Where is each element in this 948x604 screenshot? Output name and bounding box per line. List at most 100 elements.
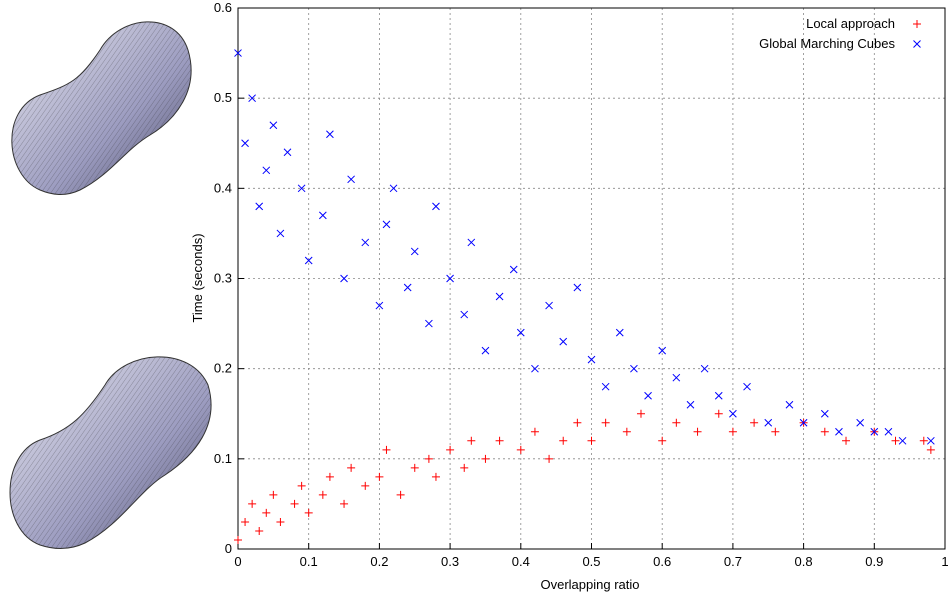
- scatter-point: [927, 446, 935, 454]
- scatter-point: [546, 302, 553, 309]
- scatter-point: [348, 176, 355, 183]
- scatter-point: [432, 203, 439, 210]
- x-tick-label: 0.3: [441, 554, 459, 569]
- scatter-point: [672, 419, 680, 427]
- scatter-point: [383, 221, 390, 228]
- scatter-point: [341, 275, 348, 282]
- legend-marker: [914, 41, 921, 48]
- x-tick-label: 0.1: [300, 554, 318, 569]
- scatter-point: [361, 482, 369, 490]
- scatter-point: [673, 374, 680, 381]
- scatter-point: [397, 491, 405, 499]
- scatter-point: [425, 455, 433, 463]
- scatter-point: [425, 320, 432, 327]
- x-tick-label: 0.2: [370, 554, 388, 569]
- scatter-point: [256, 203, 263, 210]
- scatter-point: [276, 518, 284, 526]
- scatter-point: [319, 491, 327, 499]
- scatter-point: [658, 437, 666, 445]
- legend-label: Local approach: [806, 16, 895, 31]
- scatter-point: [269, 491, 277, 499]
- scatter-point: [771, 428, 779, 436]
- x-tick-label: 0.9: [865, 554, 883, 569]
- scatter-point: [637, 410, 645, 418]
- scatter-point: [701, 365, 708, 372]
- scatter-point: [362, 239, 369, 246]
- scatter-point: [446, 446, 454, 454]
- scatter-point: [447, 275, 454, 282]
- scatter-point: [835, 428, 842, 435]
- scatter-point: [382, 446, 390, 454]
- x-tick-label: 0: [234, 554, 241, 569]
- scatter-point: [885, 428, 892, 435]
- scatter-point: [305, 509, 313, 517]
- scatter-point: [559, 437, 567, 445]
- scatter-point: [411, 464, 419, 472]
- scatter-point: [531, 365, 538, 372]
- scatter-point: [892, 437, 900, 445]
- scatter-point: [786, 401, 793, 408]
- x-axis-label: Overlapping ratio: [541, 577, 640, 592]
- scatter-point: [510, 266, 517, 273]
- scatter-point: [291, 500, 299, 508]
- scatter-point: [496, 437, 504, 445]
- scatter-point: [630, 365, 637, 372]
- scatter-point: [750, 419, 758, 427]
- scatter-point: [482, 347, 489, 354]
- x-tick-label: 0.6: [653, 554, 671, 569]
- y-tick-label: 0.1: [214, 451, 232, 466]
- y-tick-label: 0.2: [214, 361, 232, 376]
- scatter-point: [270, 122, 277, 129]
- scatter-point: [284, 149, 291, 156]
- legend-label: Global Marching Cubes: [759, 36, 895, 51]
- scatter-point: [821, 410, 828, 417]
- scatter-point: [263, 167, 270, 174]
- scatter-point: [375, 473, 383, 481]
- y-tick-label: 0.6: [214, 0, 232, 15]
- y-tick-label: 0.5: [214, 90, 232, 105]
- scatter-point: [560, 338, 567, 345]
- scatter-point: [460, 464, 468, 472]
- scatter-point: [602, 419, 610, 427]
- scatter-point: [765, 419, 772, 426]
- scatter-point: [298, 482, 306, 490]
- scatter-point: [588, 437, 596, 445]
- scatter-point: [517, 329, 524, 336]
- scatter-point: [404, 284, 411, 291]
- scatter-point: [821, 428, 829, 436]
- scatter-point: [461, 311, 468, 318]
- scatter-point: [857, 419, 864, 426]
- scatter-point: [715, 410, 723, 418]
- scatter-point: [715, 392, 722, 399]
- scatter-point: [927, 437, 934, 444]
- mesh-image-top: [12, 22, 191, 195]
- scatter-point: [573, 419, 581, 427]
- y-tick-label: 0.3: [214, 271, 232, 286]
- x-tick-label: 0.7: [724, 554, 742, 569]
- scatter-point: [616, 329, 623, 336]
- scatter-point: [262, 509, 270, 517]
- x-tick-label: 0.4: [512, 554, 530, 569]
- scatter-point: [687, 401, 694, 408]
- scatter-point: [744, 383, 751, 390]
- scatter-point: [468, 239, 475, 246]
- scatter-point: [241, 518, 249, 526]
- scatter-point: [467, 437, 475, 445]
- scatter-point: [255, 527, 263, 535]
- scatter-point: [481, 455, 489, 463]
- scatter-point: [319, 212, 326, 219]
- scatter-point: [645, 392, 652, 399]
- scatter-point: [920, 437, 928, 445]
- scatter-point: [432, 473, 440, 481]
- scatter-point: [729, 410, 736, 417]
- scatter-point: [326, 131, 333, 138]
- scatter-point: [623, 428, 631, 436]
- scatter-point: [602, 383, 609, 390]
- scatter-point: [694, 428, 702, 436]
- scatter-point: [574, 284, 581, 291]
- scatter-point: [531, 428, 539, 436]
- mesh-image-bottom: [10, 357, 211, 549]
- y-axis-label: Time (seconds): [190, 233, 205, 322]
- scatter-point: [842, 437, 850, 445]
- x-tick-label: 0.8: [795, 554, 813, 569]
